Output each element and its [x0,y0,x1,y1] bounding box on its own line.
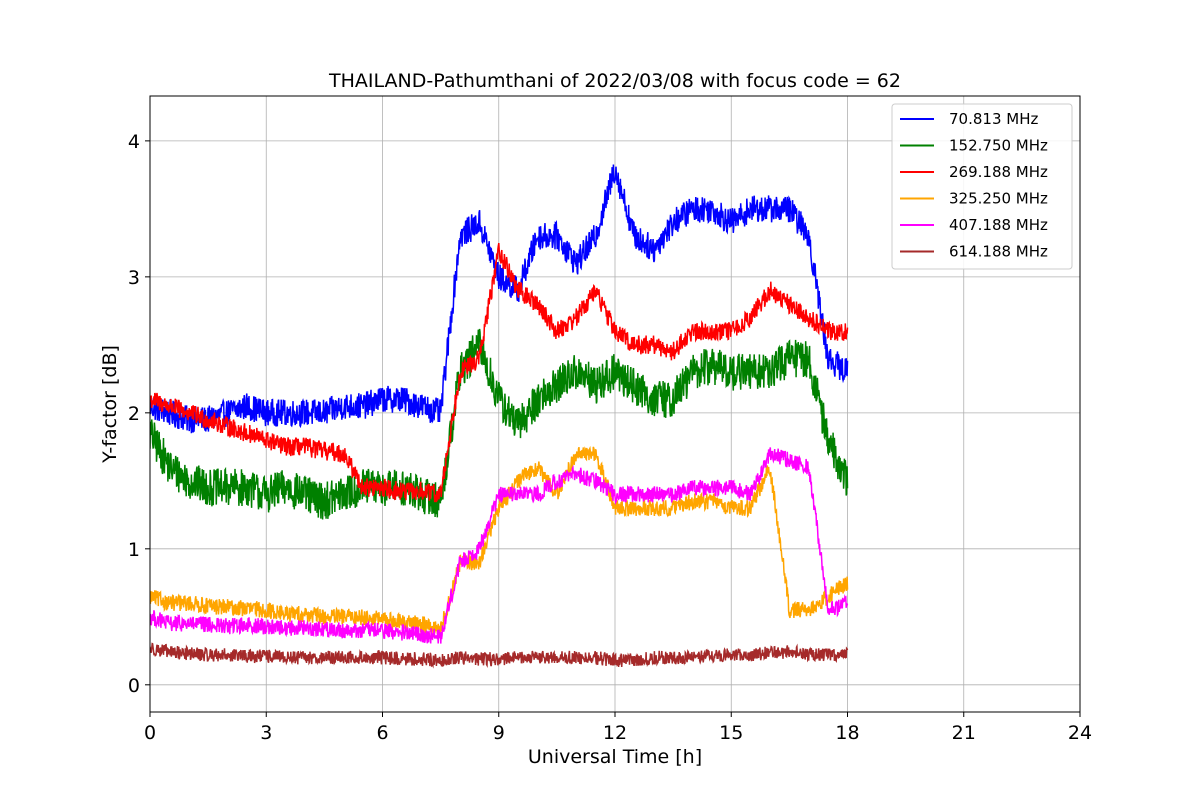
series-layer [150,164,849,669]
chart-title: THAILAND-Pathumthani of 2022/03/08 with … [328,70,901,92]
series-line-2 [150,242,849,503]
legend-entry-2: 269.188 MHz [949,163,1048,181]
x-tick-label-6: 18 [835,722,859,744]
y-axis: 0 1 2 3 4 [128,131,150,697]
x-tick-label-3: 9 [493,722,505,744]
x-tick-label-5: 15 [719,722,743,744]
y-tick-label-4: 4 [128,131,140,153]
series-line-5 [150,642,849,669]
series-line-1 [150,328,849,520]
y-tick-label-3: 3 [128,267,140,289]
legend: 70.813 MHz 152.750 MHz 269.188 MHz 325.250 … [891,103,1073,270]
series-line-0 [150,164,849,434]
y-axis-label: Y-factor [dB] [99,345,121,464]
x-tick-label-1: 3 [260,722,272,744]
x-tick-label-8: 24 [1068,722,1092,744]
x-tick-label-0: 0 [144,722,156,744]
legend-entry-1: 152.750 MHz [949,137,1048,155]
x-tick-label-2: 6 [376,722,388,744]
x-axis-label: Universal Time [h] [528,746,702,768]
legend-box [891,103,1073,270]
y-tick-label-1: 1 [128,539,140,561]
x-axis: 0 3 6 9 12 15 18 21 24 [144,712,1092,744]
y-tick-label-2: 2 [128,403,140,425]
series-line-3 [150,445,849,637]
legend-entry-0: 70.813 MHz [949,110,1038,128]
x-tick-label-7: 21 [952,722,976,744]
x-tick-label-4: 12 [603,722,627,744]
legend-entry-4: 407.188 MHz [949,216,1048,234]
y-tick-label-0: 0 [128,675,140,697]
series-line-4 [150,447,849,644]
legend-entry-3: 325.250 MHz [949,190,1048,208]
legend-entry-5: 614.188 MHz [949,243,1048,261]
